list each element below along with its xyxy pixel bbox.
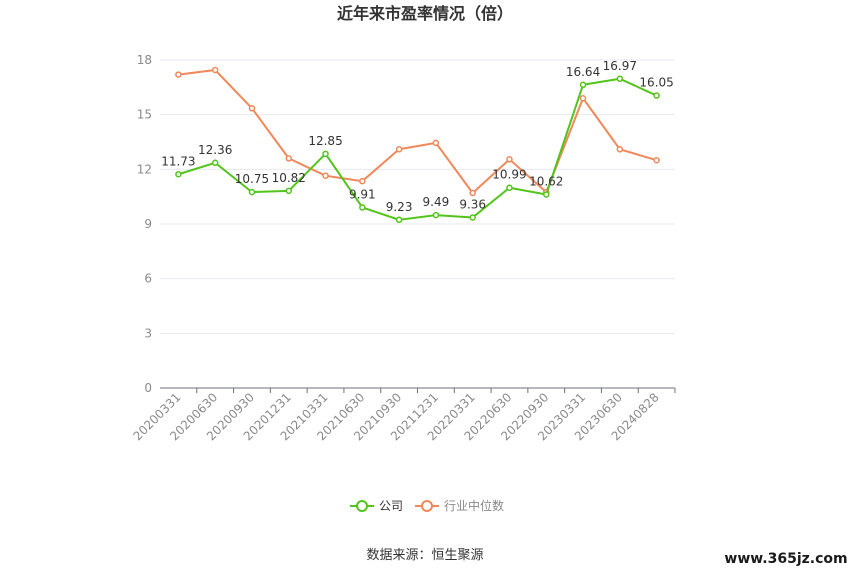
data-point	[359, 204, 366, 211]
data-point	[579, 95, 587, 102]
x-axis: 2020033120200630202009302020123120210331…	[130, 387, 676, 443]
y-tick-label: 3	[144, 326, 152, 340]
data-point	[469, 189, 476, 197]
source-note: 数据来源：恒生聚源	[366, 548, 483, 563]
data-point	[285, 187, 292, 195]
chart-title: 近年来市盈率情况（倍）	[337, 4, 513, 23]
data-label: 9.49	[423, 195, 450, 209]
data-label: 10.75	[235, 172, 269, 186]
data-point	[432, 139, 440, 147]
legend[interactable]: 公司 行业中位数	[350, 498, 504, 513]
data-point	[395, 146, 403, 153]
data-label: 12.85	[308, 134, 342, 148]
data-label: 16.05	[639, 76, 673, 90]
data-point	[543, 191, 550, 198]
y-axis-ticks: 0 3 6 9 12 15 18	[137, 53, 152, 395]
y-tick-label: 0	[144, 381, 152, 395]
y-tick-label: 9	[144, 217, 152, 231]
data-label: 16.97	[603, 59, 637, 73]
data-label: 10.62	[529, 174, 563, 188]
data-label: 10.99	[492, 168, 526, 182]
y-tick-label: 18	[137, 53, 152, 67]
data-label: 9.91	[349, 187, 376, 201]
legend-item-industry-median[interactable]: 行业中位数	[415, 498, 504, 513]
data-point	[432, 211, 440, 219]
data-point	[653, 92, 660, 99]
data-point	[175, 171, 182, 178]
data-point	[322, 172, 329, 179]
data-point	[506, 184, 513, 191]
data-point	[248, 188, 256, 196]
series-layer	[175, 66, 660, 224]
data-label: 9.23	[386, 200, 413, 214]
y-tick-label: 12	[137, 162, 152, 176]
legend-label: 行业中位数	[444, 498, 504, 513]
data-point	[248, 105, 256, 112]
data-point	[211, 66, 219, 74]
data-point	[469, 214, 476, 221]
data-point	[653, 156, 660, 164]
legend-item-company[interactable]: 公司	[350, 499, 403, 513]
legend-label: 公司	[379, 499, 403, 513]
gridlines	[160, 59, 675, 334]
data-label: 10.82	[272, 171, 306, 185]
data-label: 12.36	[198, 143, 232, 157]
watermark: www.365jz.com	[724, 551, 847, 567]
data-point	[579, 81, 587, 89]
data-point	[359, 177, 366, 185]
data-label: 11.73	[161, 154, 195, 168]
legend-marker	[421, 500, 433, 512]
y-tick-label: 6	[144, 272, 152, 286]
legend-marker	[356, 500, 368, 512]
data-point	[322, 150, 329, 158]
data-label: 9.36	[459, 197, 486, 211]
data-point	[211, 159, 219, 167]
data-point	[616, 75, 624, 83]
data-label: 16.64	[566, 65, 600, 79]
series-line-industry-median	[178, 69, 657, 195]
data-point	[616, 146, 624, 153]
y-tick-label: 15	[137, 108, 152, 122]
data-point	[395, 216, 403, 224]
series-line-company	[178, 77, 658, 221]
data-point	[175, 71, 182, 78]
data-point	[506, 156, 513, 163]
data-point	[285, 155, 292, 162]
